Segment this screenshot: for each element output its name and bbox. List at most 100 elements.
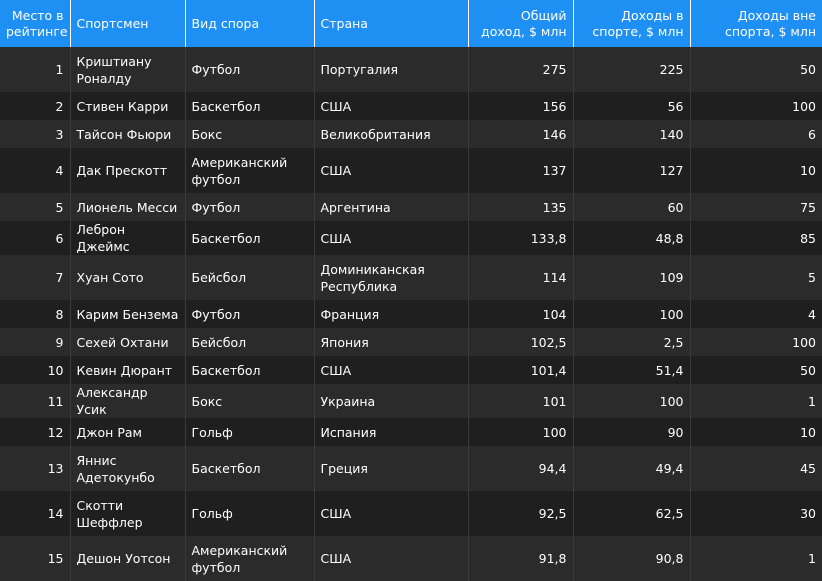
cell-country: Украина xyxy=(314,384,469,418)
cell-sport: Баскетбол xyxy=(185,356,315,384)
cell-sport: Баскетбол xyxy=(185,446,315,491)
cell-total-income: 137 xyxy=(468,148,574,193)
table-row: 8 Карим Бензема Футбол Франция 104 100 4 xyxy=(0,300,822,328)
cell-athlete: Джон Рам xyxy=(70,418,186,446)
cell-rank: 10 xyxy=(0,356,71,384)
table-row: 15 Дешон Уотсон Американский футбол США … xyxy=(0,536,822,581)
cell-rank: 3 xyxy=(0,120,71,148)
table-row: 2 Стивен Карри Баскетбол США 156 56 100 xyxy=(0,92,822,120)
table-row: 11 Александр Усик Бокс Украина 101 100 1 xyxy=(0,384,822,418)
cell-sport-income: 127 xyxy=(573,148,691,193)
cell-sport: Футбол xyxy=(185,47,315,92)
cell-rank: 4 xyxy=(0,148,71,193)
cell-athlete: Лионель Месси xyxy=(70,193,186,221)
cell-offsport-income: 10 xyxy=(690,418,822,446)
cell-rank: 1 xyxy=(0,47,71,92)
cell-offsport-income: 6 xyxy=(690,120,822,148)
cell-country: США xyxy=(314,536,469,581)
cell-athlete: Леброн Джеймс xyxy=(70,221,186,255)
cell-sport-income: 51,4 xyxy=(573,356,691,384)
cell-total-income: 92,5 xyxy=(468,491,574,536)
cell-sport: Баскетбол xyxy=(185,92,315,120)
cell-athlete: Хуан Сото xyxy=(70,255,186,300)
table-header: Место в рейтинге Спортсмен Вид спора Стр… xyxy=(0,0,822,47)
cell-sport: Бейсбол xyxy=(185,255,315,300)
cell-sport: Бокс xyxy=(185,384,315,418)
cell-offsport-income: 45 xyxy=(690,446,822,491)
cell-offsport-income: 1 xyxy=(690,384,822,418)
cell-country: США xyxy=(314,148,469,193)
header-rank: Место в рейтинге xyxy=(0,0,71,47)
cell-total-income: 102,5 xyxy=(468,328,574,356)
cell-athlete: Тайсон Фьюри xyxy=(70,120,186,148)
cell-country: Доминиканская Республика xyxy=(314,255,469,300)
cell-offsport-income: 50 xyxy=(690,356,822,384)
cell-total-income: 135 xyxy=(468,193,574,221)
cell-sport: Бейсбол xyxy=(185,328,315,356)
header-athlete: Спортсмен xyxy=(70,0,186,47)
cell-offsport-income: 50 xyxy=(690,47,822,92)
table-row: 5 Лионель Месси Футбол Аргентина 135 60 … xyxy=(0,193,822,221)
cell-sport: Гольф xyxy=(185,491,315,536)
cell-sport: Гольф xyxy=(185,418,315,446)
cell-sport-income: 90,8 xyxy=(573,536,691,581)
cell-rank: 15 xyxy=(0,536,71,581)
cell-sport: Футбол xyxy=(185,300,315,328)
cell-rank: 14 xyxy=(0,491,71,536)
cell-total-income: 114 xyxy=(468,255,574,300)
header-sport-income: Доходы в спорте, $ млн xyxy=(573,0,691,47)
cell-rank: 11 xyxy=(0,384,71,418)
cell-total-income: 275 xyxy=(468,47,574,92)
cell-sport-income: 48,8 xyxy=(573,221,691,255)
cell-offsport-income: 75 xyxy=(690,193,822,221)
cell-country: США xyxy=(314,356,469,384)
cell-sport: Американский футбол xyxy=(185,536,315,581)
cell-total-income: 91,8 xyxy=(468,536,574,581)
header-offsport-income: Доходы вне спорта, $ млн xyxy=(690,0,822,47)
cell-sport-income: 2,5 xyxy=(573,328,691,356)
table-body: 1 Криштиану Роналду Футбол Португалия 27… xyxy=(0,47,822,581)
cell-athlete: Кевин Дюрант xyxy=(70,356,186,384)
cell-total-income: 133,8 xyxy=(468,221,574,255)
table-row: 10 Кевин Дюрант Баскетбол США 101,4 51,4… xyxy=(0,356,822,384)
table-row: 4 Дак Прескотт Американский футбол США 1… xyxy=(0,148,822,193)
cell-athlete: Александр Усик xyxy=(70,384,186,418)
cell-offsport-income: 30 xyxy=(690,491,822,536)
cell-offsport-income: 100 xyxy=(690,328,822,356)
cell-offsport-income: 1 xyxy=(690,536,822,581)
cell-sport: Футбол xyxy=(185,193,315,221)
header-sport: Вид спора xyxy=(185,0,315,47)
cell-sport-income: 100 xyxy=(573,300,691,328)
cell-sport-income: 90 xyxy=(573,418,691,446)
cell-rank: 2 xyxy=(0,92,71,120)
table-row: 1 Криштиану Роналду Футбол Португалия 27… xyxy=(0,47,822,92)
cell-country: США xyxy=(314,92,469,120)
cell-country: Великобритания xyxy=(314,120,469,148)
cell-athlete: Дешон Уотсон xyxy=(70,536,186,581)
cell-sport-income: 60 xyxy=(573,193,691,221)
cell-country: Аргентина xyxy=(314,193,469,221)
cell-total-income: 146 xyxy=(468,120,574,148)
cell-rank: 12 xyxy=(0,418,71,446)
cell-offsport-income: 10 xyxy=(690,148,822,193)
cell-country: Испания xyxy=(314,418,469,446)
cell-sport-income: 62,5 xyxy=(573,491,691,536)
table-row: 12 Джон Рам Гольф Испания 100 90 10 xyxy=(0,418,822,446)
cell-rank: 8 xyxy=(0,300,71,328)
cell-rank: 5 xyxy=(0,193,71,221)
cell-total-income: 101,4 xyxy=(468,356,574,384)
cell-total-income: 156 xyxy=(468,92,574,120)
cell-offsport-income: 100 xyxy=(690,92,822,120)
cell-athlete: Криштиану Роналду xyxy=(70,47,186,92)
cell-total-income: 94,4 xyxy=(468,446,574,491)
cell-offsport-income: 85 xyxy=(690,221,822,255)
cell-total-income: 100 xyxy=(468,418,574,446)
cell-sport: Бокс xyxy=(185,120,315,148)
cell-sport-income: 56 xyxy=(573,92,691,120)
cell-sport-income: 49,4 xyxy=(573,446,691,491)
cell-rank: 7 xyxy=(0,255,71,300)
cell-sport-income: 109 xyxy=(573,255,691,300)
cell-athlete: Сехей Охтани xyxy=(70,328,186,356)
table-row: 3 Тайсон Фьюри Бокс Великобритания 146 1… xyxy=(0,120,822,148)
cell-athlete: Яннис Адетокунбо xyxy=(70,446,186,491)
